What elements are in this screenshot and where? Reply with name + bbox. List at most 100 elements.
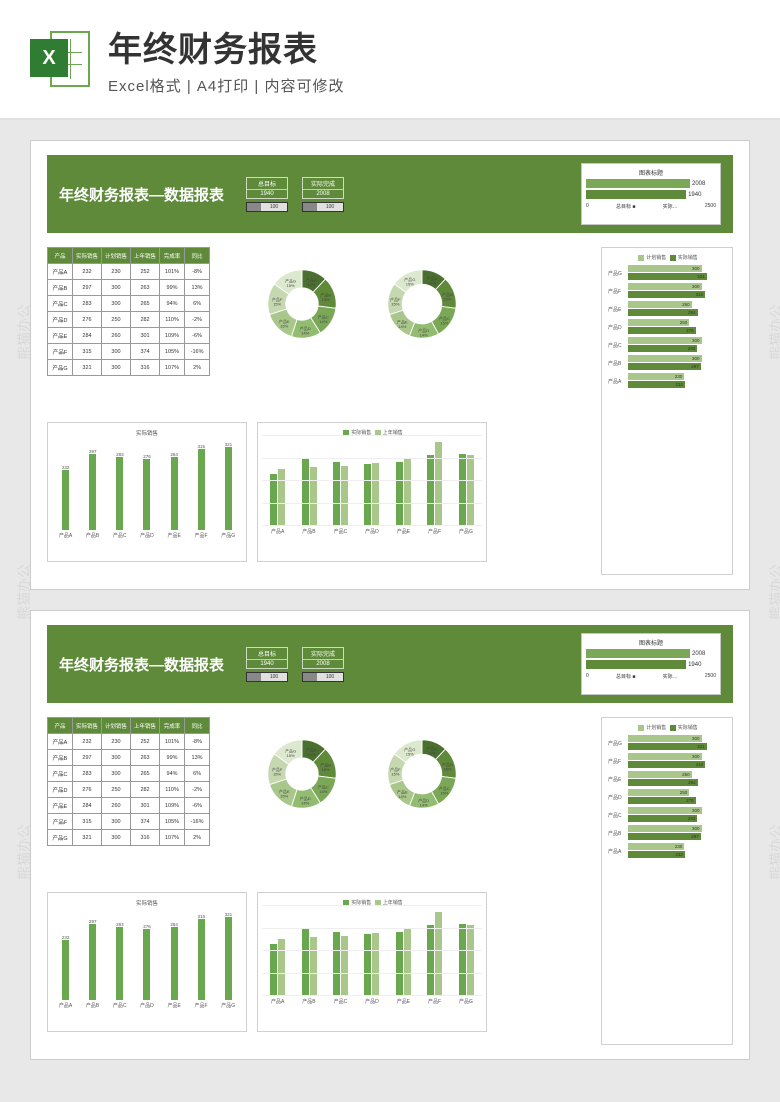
table-row: 产品F315300374105%-16% [48, 814, 210, 830]
svg-text:产品B15%: 产品B15% [320, 292, 331, 303]
hbar-row: 产品G 300 321 [608, 735, 726, 751]
svg-text:产品A12%: 产品A12% [427, 745, 438, 756]
table-row: 产品B29730026399%13% [48, 280, 210, 296]
svg-text:产品C14%: 产品C14% [318, 784, 329, 795]
page-header: X 年终财务报表 Excel格式 | A4打印 | 内容可修改 [0, 0, 780, 120]
report-header-band: 年终财务报表—数据报表 总目标1940 100 实际完成2008 100 图表标题… [47, 155, 733, 233]
table-header: 完成率 [160, 248, 185, 264]
svg-text:产品E15%: 产品E15% [279, 788, 290, 799]
table-row: 产品C28330026594%6% [48, 766, 210, 782]
svg-text:产品G15%: 产品G15% [285, 278, 296, 289]
excel-badge-letter: X [30, 39, 68, 77]
data-table: 产品实际销售计划销售上年销售完成率同比产品A232230252101%-8%产品… [47, 717, 210, 846]
vbar-chart-double: 实际销售 上年销售 产品A产品B产品C产品D产品E产品F产品G [257, 422, 487, 562]
hbar-row: 产品A 230 232 [608, 373, 726, 389]
svg-text:产品C14%: 产品C14% [318, 314, 329, 325]
svg-text:产品B15%: 产品B15% [320, 762, 331, 773]
svg-text:产品D14%: 产品D14% [300, 795, 311, 806]
sheet-preview-2: 年终财务报表—数据报表 总目标1940 100 实际完成2008 100 图表标题… [30, 610, 750, 1060]
hbar-row: 产品C 300 283 [608, 807, 726, 823]
header-hbar-chart: 图表标题200819400总目标 ■实际…2500 [581, 633, 721, 695]
vbar-chart-single: 实际销售232297283276284315321产品A产品B产品C产品D产品E… [47, 892, 247, 1032]
svg-text:产品B15%: 产品B15% [442, 761, 453, 772]
sheet-preview-1: 年终财务报表—数据报表 总目标1940 100 实际完成2008 100 图表标题… [30, 140, 750, 590]
table-header: 实际销售 [73, 718, 102, 734]
data-table: 产品实际销售计划销售上年销售完成率同比产品A232230252101%-8%产品… [47, 247, 210, 376]
hbar-chart: 计划销售 实际销售 产品G 300 321 产品F 300 315 产品E 26… [601, 717, 733, 1045]
report-title: 年终财务报表—数据报表 [59, 654, 224, 675]
table-row: 产品B29730026399%13% [48, 750, 210, 766]
table-header: 计划销售 [102, 718, 131, 734]
donut-chart-1: 产品A12%产品B15%产品C14%产品D14%产品E15%产品F15%产品G1… [257, 729, 347, 819]
table-row: 产品C28330026594%6% [48, 296, 210, 312]
svg-text:产品D14%: 产品D14% [300, 325, 311, 336]
table-row: 产品G321300316107%2% [48, 360, 210, 376]
vbar-chart-single: 实际销售232297283276284315321产品A产品B产品C产品D产品E… [47, 422, 247, 562]
svg-text:产品C15%: 产品C15% [439, 315, 450, 326]
svg-text:产品E14%: 产品E14% [397, 789, 408, 800]
scroll-stub[interactable]: 100 [246, 202, 288, 212]
svg-text:产品A12%: 产品A12% [306, 747, 317, 758]
donut-chart-1: 产品A12%产品B15%产品C14%产品D14%产品E15%产品F15%产品G1… [257, 259, 347, 349]
donut-chart-2: 产品A12%产品B15%产品C15%产品D14%产品E14%产品F15%产品G1… [377, 729, 467, 819]
table-row: 产品F315300374105%-16% [48, 344, 210, 360]
table-row: 产品G321300316107%2% [48, 830, 210, 846]
kpi-box: 总目标1940 [246, 177, 288, 199]
table-row: 产品E284260301109%-6% [48, 328, 210, 344]
svg-text:产品D14%: 产品D14% [418, 327, 429, 338]
table-row: 产品A232230252101%-8% [48, 734, 210, 750]
watermark: 熊猫办公 [766, 824, 780, 880]
table-header: 计划销售 [102, 248, 131, 264]
scroll-stub[interactable]: 100 [302, 672, 344, 682]
table-row: 产品D276250282110%-2% [48, 312, 210, 328]
svg-text:产品D14%: 产品D14% [418, 797, 429, 808]
kpi-box: 实际完成2008 [302, 647, 344, 669]
hbar-row: 产品C 300 283 [608, 337, 726, 353]
hbar-row: 产品D 250 276 [608, 789, 726, 805]
table-header: 同比 [185, 248, 210, 264]
svg-text:产品G15%: 产品G15% [404, 746, 415, 757]
kpi-box: 总目标1940 [246, 647, 288, 669]
hbar-row: 产品E 260 284 [608, 771, 726, 787]
hbar-row: 产品B 300 297 [608, 825, 726, 841]
table-row: 产品D276250282110%-2% [48, 782, 210, 798]
hbar-row: 产品G 300 321 [608, 265, 726, 281]
svg-text:产品E14%: 产品E14% [397, 319, 408, 330]
hbar-row: 产品A 230 232 [608, 843, 726, 859]
table-header: 产品 [48, 718, 73, 734]
donut-chart-2: 产品A12%产品B15%产品C15%产品D14%产品E14%产品F15%产品G1… [377, 259, 467, 349]
table-header: 上年销售 [131, 248, 160, 264]
report-header-band: 年终财务报表—数据报表 总目标1940 100 实际完成2008 100 图表标题… [47, 625, 733, 703]
report-title: 年终财务报表—数据报表 [59, 184, 224, 205]
table-row: 产品E284260301109%-6% [48, 798, 210, 814]
scroll-stub[interactable]: 100 [302, 202, 344, 212]
scroll-stub[interactable]: 100 [246, 672, 288, 682]
header-hbar-chart: 图表标题200819400总目标 ■实际…2500 [581, 163, 721, 225]
hbar-chart: 计划销售 实际销售 产品G 300 321 产品F 300 315 产品E 26… [601, 247, 733, 575]
watermark: 熊猫办公 [766, 564, 780, 620]
hbar-row: 产品D 250 276 [608, 319, 726, 335]
table-header: 同比 [185, 718, 210, 734]
page-title: 年终财务报表 [108, 22, 345, 71]
hbar-row: 产品F 300 315 [608, 283, 726, 299]
svg-text:产品C15%: 产品C15% [439, 785, 450, 796]
watermark: 熊猫办公 [766, 304, 780, 360]
excel-icon: X [30, 29, 90, 89]
table-row: 产品A232230252101%-8% [48, 264, 210, 280]
table-header: 产品 [48, 248, 73, 264]
vbar-chart-double: 实际销售 上年销售 产品A产品B产品C产品D产品E产品F产品G [257, 892, 487, 1032]
hbar-row: 产品E 260 284 [608, 301, 726, 317]
svg-text:产品G15%: 产品G15% [285, 748, 296, 759]
svg-text:产品A12%: 产品A12% [306, 277, 317, 288]
page-subtitle: Excel格式 | A4打印 | 内容可修改 [108, 75, 345, 96]
svg-text:产品A12%: 产品A12% [427, 275, 438, 286]
table-header: 上年销售 [131, 718, 160, 734]
table-header: 完成率 [160, 718, 185, 734]
table-header: 实际销售 [73, 248, 102, 264]
hbar-row: 产品B 300 297 [608, 355, 726, 371]
hbar-row: 产品F 300 315 [608, 753, 726, 769]
kpi-box: 实际完成2008 [302, 177, 344, 199]
svg-text:产品E15%: 产品E15% [279, 318, 290, 329]
svg-text:产品G15%: 产品G15% [404, 276, 415, 287]
svg-text:产品B15%: 产品B15% [442, 291, 453, 302]
